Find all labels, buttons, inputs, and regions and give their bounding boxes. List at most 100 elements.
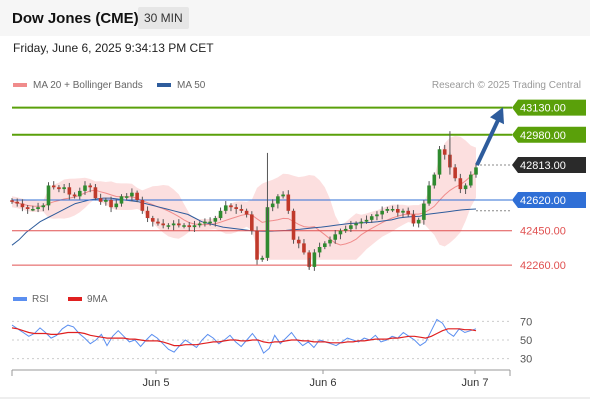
- level-tag-43130.00: [512, 99, 586, 116]
- candle-body: [463, 185, 468, 190]
- candle-body: [10, 200, 14, 202]
- candle-body: [124, 196, 129, 198]
- candle-body: [166, 225, 171, 227]
- candle-body: [104, 199, 108, 202]
- candle-body: [359, 221, 364, 224]
- oscillator-legend-swatch: [68, 297, 82, 301]
- candle-body: [46, 185, 51, 206]
- x-tick-label: Jun 5: [143, 377, 170, 389]
- candle-body: [119, 196, 124, 204]
- oscillator-legend-swatch: [13, 297, 27, 301]
- candle-body: [349, 225, 353, 229]
- candle-body: [218, 210, 223, 219]
- ma20-label: MA 20 + Bollinger Bands: [33, 80, 143, 91]
- candle-body: [15, 201, 20, 204]
- candle-body: [453, 167, 457, 179]
- candle-body: [187, 225, 192, 228]
- level-label-43130.00: 43130.00: [520, 103, 566, 115]
- candle-body: [390, 209, 395, 211]
- candle-body: [474, 167, 478, 175]
- candle-body: [468, 174, 473, 186]
- candle-body: [67, 187, 72, 195]
- candle-body: [36, 207, 40, 209]
- candle-body: [286, 194, 291, 211]
- candle-body: [62, 187, 66, 190]
- candle-body: [93, 187, 98, 199]
- oscillator-legend-9ma: 9MA: [87, 294, 108, 305]
- candle-body: [192, 225, 197, 228]
- candle-body: [223, 205, 228, 211]
- legend-ma50: MA 50: [157, 80, 205, 91]
- level-label-42813.00: 42813.00: [520, 160, 566, 172]
- x-tick-label: Jun 7: [462, 377, 489, 389]
- candle-body: [369, 216, 374, 220]
- candle-body: [442, 149, 447, 155]
- candle-body: [302, 243, 306, 253]
- level-tag-42813.00: [512, 157, 586, 174]
- candle-body: [375, 214, 379, 217]
- rsi-ma9-line: [11, 327, 477, 347]
- candle-body: [416, 219, 421, 224]
- candle-body: [401, 210, 405, 213]
- candle-body: [432, 174, 437, 186]
- instrument-title: Dow Jones (CME): [12, 10, 139, 27]
- candle-body: [338, 230, 343, 235]
- candle-body: [234, 207, 238, 209]
- candle-body: [364, 219, 369, 222]
- candle-body: [281, 194, 285, 197]
- candle-body: [406, 210, 411, 215]
- level-label-42620.00: 42620.00: [520, 195, 566, 207]
- candle-body: [156, 221, 160, 224]
- candle-body: [203, 221, 207, 224]
- candle-body: [72, 194, 77, 197]
- candle-body: [317, 247, 322, 253]
- candle-body: [312, 252, 317, 267]
- candle-body: [323, 243, 327, 247]
- candle-body: [291, 210, 296, 240]
- candle-body: [208, 221, 212, 224]
- candle-body: [150, 218, 155, 222]
- candle-body: [109, 199, 113, 208]
- level-label-42980.00: 42980.00: [520, 130, 566, 142]
- rsi-tick-label: 70: [520, 316, 532, 328]
- candle-body: [255, 230, 259, 260]
- candle-body: [140, 199, 145, 211]
- candle-body: [25, 207, 30, 209]
- candle-body: [395, 209, 400, 213]
- candle-body: [244, 210, 249, 215]
- candle-body: [182, 225, 186, 227]
- ma50-swatch: [157, 83, 171, 88]
- candle-body: [437, 149, 442, 175]
- candle-body: [197, 223, 202, 226]
- timestamp: Friday, June 6, 2025 9:34:13 PM CET: [13, 41, 214, 55]
- candle-body: [171, 223, 176, 226]
- candle-body: [380, 210, 384, 215]
- candle-body: [213, 218, 218, 222]
- candle-body: [276, 196, 280, 204]
- candle-body: [51, 185, 56, 188]
- candle-body: [385, 209, 390, 211]
- candle-body: [270, 203, 275, 208]
- candle-body: [265, 207, 270, 258]
- credit-text: Research © 2025 Trading Central: [431, 80, 581, 91]
- ma20-line: [11, 172, 477, 246]
- candle-body: [130, 192, 134, 197]
- candle-body: [177, 223, 181, 226]
- candle-body: [98, 198, 103, 202]
- candle-body: [427, 185, 431, 204]
- candle-body: [260, 257, 265, 260]
- level-tag-42980.00: [512, 126, 586, 143]
- candle-body: [422, 203, 426, 220]
- timeframe-badge[interactable]: 30 MIN: [138, 7, 189, 29]
- rsi-line: [11, 318, 477, 354]
- candle-body: [229, 205, 233, 208]
- candle-body: [250, 214, 254, 231]
- candle-body: [114, 203, 119, 208]
- candle-body: [77, 190, 82, 197]
- level-label-42260.00: 42260.00: [520, 260, 566, 272]
- candle-body: [239, 209, 244, 211]
- candle-body: [88, 185, 93, 188]
- candle-body: [354, 223, 358, 226]
- ma20-swatch: [13, 83, 27, 88]
